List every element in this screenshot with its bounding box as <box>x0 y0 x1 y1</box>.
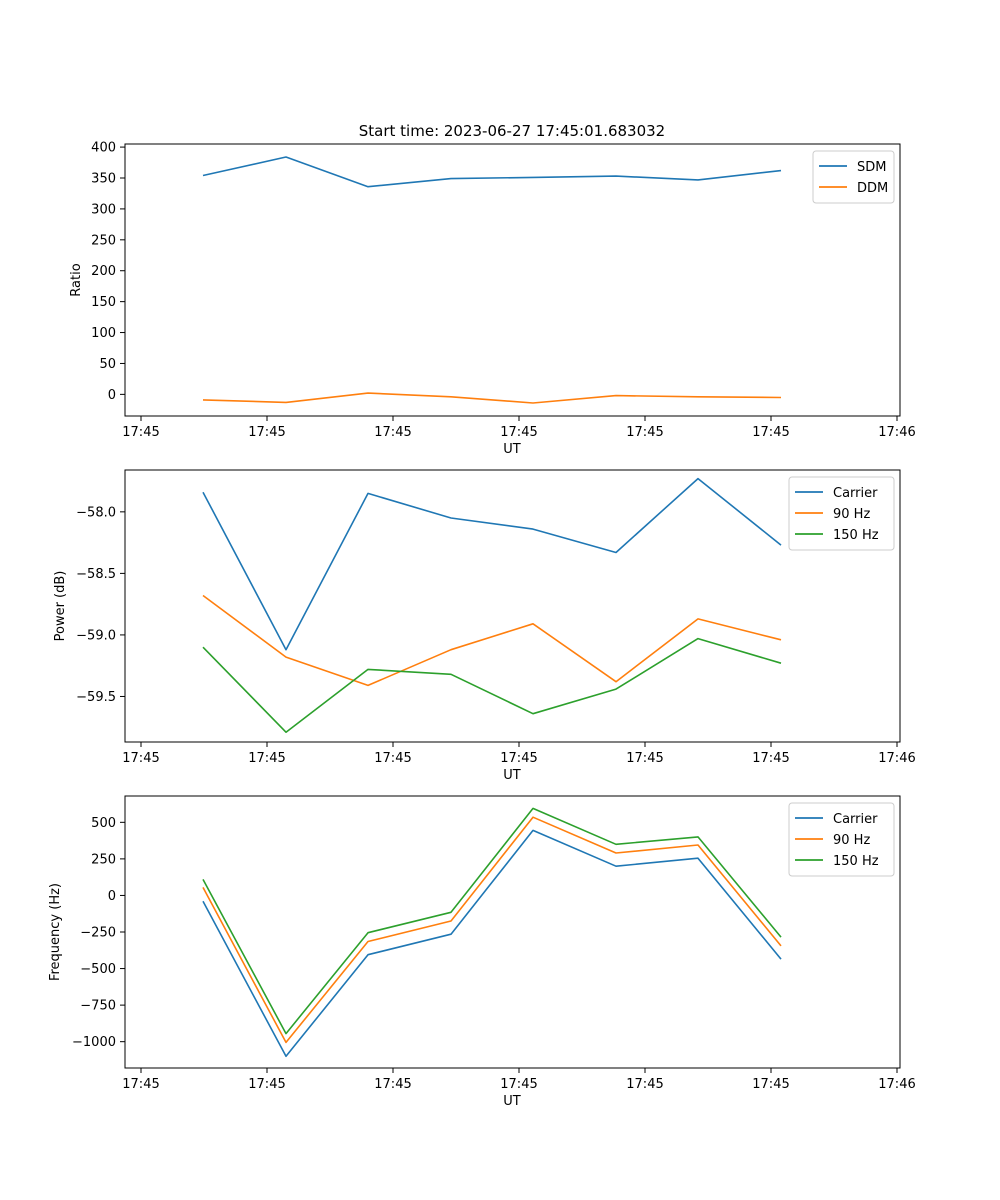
y-tick-label: 300 <box>91 202 116 217</box>
y-tick-label: −58.0 <box>76 505 116 520</box>
panel-2: 17:45 17:45 17:45 17:45 17:45 17:45 17:46 −58.0… <box>53 469 916 783</box>
x-tick-label: 17:46 <box>878 751 915 766</box>
y-axis-label: Frequency (Hz) <box>48 883 63 981</box>
panel-3: 17:45 17:45 17:45 17:45 17:45 17:45 17:46 500 25… <box>48 795 916 1109</box>
legend-label: 90 Hz <box>833 833 870 848</box>
legend: Carrier 90 Hz 150 Hz <box>788 802 895 877</box>
series-line-carrier <box>202 829 782 1058</box>
legend: Carrier 90 Hz 150 Hz <box>788 476 895 551</box>
x-tick-label: 17:45 <box>122 1077 159 1092</box>
x-tick-label: 17:45 <box>752 425 789 440</box>
legend-label: DDM <box>857 181 888 196</box>
legend-label: Carrier <box>833 812 878 827</box>
series-line-90-hz <box>202 816 782 1044</box>
legend-label: 150 Hz <box>833 854 879 869</box>
series-line-carrier <box>202 477 782 651</box>
y-tick-label: −750 <box>80 999 116 1014</box>
x-axis-label: UT <box>503 442 521 457</box>
x-tick-label: 17:45 <box>374 751 411 766</box>
legend-label: Carrier <box>833 486 878 501</box>
series-line-150-hz <box>202 637 782 734</box>
legend-label: 90 Hz <box>833 507 870 522</box>
y-tick-label: 0 <box>108 889 116 904</box>
x-tick-label: 17:45 <box>248 1077 285 1092</box>
legend-box <box>812 150 895 204</box>
y-tick-label: 400 <box>91 141 116 156</box>
axes-frame <box>124 469 901 743</box>
series-line-90-hz <box>202 594 782 687</box>
series-line-sdm <box>202 156 782 188</box>
x-tick-label: 17:45 <box>752 1077 789 1092</box>
y-tick-label: −58.5 <box>76 567 116 582</box>
x-tick-label: 17:45 <box>374 425 411 440</box>
panel-1: 17:45 17:45 17:45 17:45 17:45 17:45 17:46 0 50 10… <box>69 141 916 457</box>
y-tick-label: −59.0 <box>76 628 116 643</box>
y-axis-label: Power (dB) <box>53 571 68 642</box>
x-axis-label: UT <box>503 1094 521 1109</box>
y-tick-label: 0 <box>108 388 116 403</box>
x-tick-label: 17:45 <box>122 751 159 766</box>
y-tick-label: 200 <box>91 264 116 279</box>
x-tick-label: 17:45 <box>626 751 663 766</box>
legend-box <box>788 476 895 551</box>
legend-label: SDM <box>857 160 886 175</box>
y-tick-label: 250 <box>91 852 116 867</box>
x-tick-label: 17:45 <box>122 425 159 440</box>
x-tick-label: 17:46 <box>878 425 915 440</box>
y-tick-label: 50 <box>99 357 116 372</box>
x-tick-label: 17:45 <box>500 425 537 440</box>
x-tick-label: 17:45 <box>248 425 285 440</box>
y-tick-label: 500 <box>91 816 116 831</box>
y-tick-label: 150 <box>91 295 116 310</box>
x-tick-label: 17:46 <box>878 1077 915 1092</box>
y-tick-label: −500 <box>80 962 116 977</box>
y-tick-label: −59.5 <box>76 690 116 705</box>
y-tick-label: 100 <box>91 326 116 341</box>
y-axis-label: Ratio <box>69 263 84 296</box>
y-tick-label: 350 <box>91 172 116 187</box>
y-tick-label: 250 <box>91 233 116 248</box>
legend-label: 150 Hz <box>833 528 879 543</box>
y-tick-label: −250 <box>80 926 116 941</box>
x-tick-label: 17:45 <box>248 751 285 766</box>
figure-title: Start time: 2023-06-27 17:45:01.683032 <box>359 122 665 140</box>
series-line-ddm <box>202 392 782 404</box>
x-tick-label: 17:45 <box>500 1077 537 1092</box>
x-axis-label: UT <box>503 768 521 783</box>
x-tick-label: 17:45 <box>752 751 789 766</box>
x-tick-label: 17:45 <box>500 751 537 766</box>
legend: SDM DDM <box>812 150 895 204</box>
axes-frame <box>124 143 901 417</box>
y-tick-label: −1000 <box>72 1035 116 1050</box>
series-line-150-hz <box>202 807 782 1035</box>
x-tick-label: 17:45 <box>374 1077 411 1092</box>
x-tick-label: 17:45 <box>626 1077 663 1092</box>
panels: 17:45 17:45 17:45 17:45 17:45 17:45 17:46 0 50 10… <box>48 141 916 1109</box>
x-tick-label: 17:45 <box>626 425 663 440</box>
legend-box <box>788 802 895 877</box>
